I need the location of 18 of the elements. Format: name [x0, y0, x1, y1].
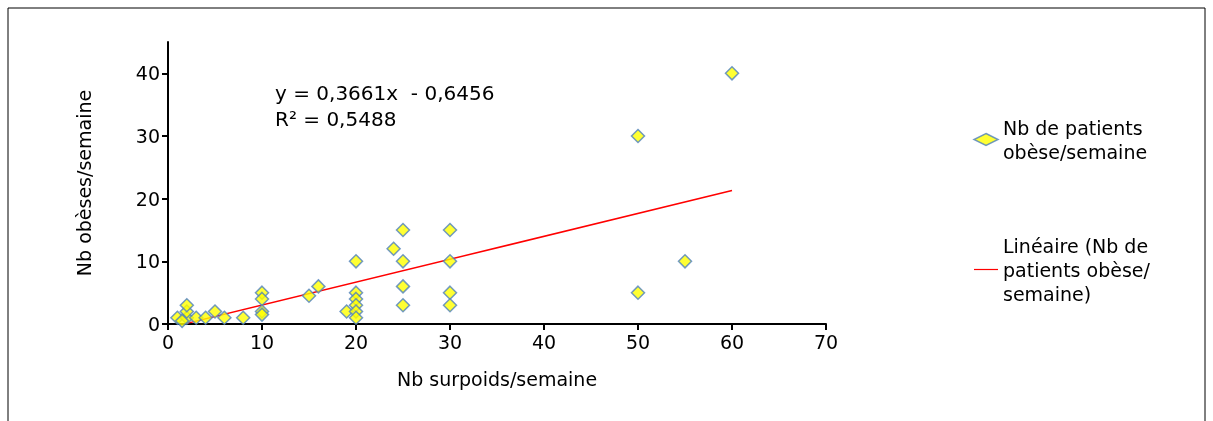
x-tick-label: 20 — [343, 330, 369, 353]
x-tick-label: 60 — [719, 330, 745, 353]
x-tick-label: 70 — [813, 330, 839, 353]
x-tick-label: 30 — [437, 330, 463, 353]
y-axis-title: Nb obèses/semaine — [72, 89, 95, 277]
y-tick-label: 30 — [135, 125, 160, 147]
y-tick-label: 40 — [135, 62, 160, 85]
x-tick-label: 0 — [161, 330, 175, 353]
y-tick-label: 20 — [135, 187, 160, 210]
x-axis-title: Nb surpoids/semaine — [396, 367, 598, 390]
legend-label: Linéaire (Nb de patients obèse/semaine) — [1003, 234, 1155, 305]
y-tick-label: 10 — [135, 250, 160, 273]
annotation: y = 0,3661x - 0,6456 R² = 0,5488 — [275, 81, 495, 131]
y-tick-label: 0 — [147, 313, 160, 335]
legend-label: Nb de patients obèse/semaine — [1003, 116, 1149, 163]
x-tick-label: 40 — [531, 330, 557, 353]
x-tick-label: 50 — [625, 330, 651, 353]
x-tick-label: 10 — [249, 330, 275, 353]
